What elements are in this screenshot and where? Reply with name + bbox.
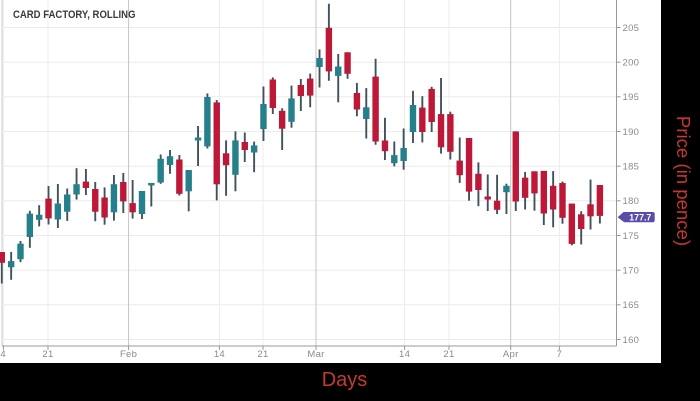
svg-text:190: 190 xyxy=(623,127,640,138)
svg-text:7: 7 xyxy=(557,349,563,360)
svg-text:21: 21 xyxy=(443,349,454,360)
svg-text:4: 4 xyxy=(0,349,6,360)
svg-text:Mar: Mar xyxy=(307,349,324,360)
svg-text:195: 195 xyxy=(623,92,640,103)
svg-text:CARD FACTORY, ROLLING: CARD FACTORY, ROLLING xyxy=(13,9,136,21)
svg-text:21: 21 xyxy=(257,349,268,360)
svg-text:Feb: Feb xyxy=(120,349,137,360)
svg-text:14: 14 xyxy=(399,349,410,360)
svg-text:175: 175 xyxy=(623,231,640,242)
svg-text:177.7: 177.7 xyxy=(629,212,651,222)
svg-text:200: 200 xyxy=(623,58,640,69)
svg-text:165: 165 xyxy=(623,300,640,311)
svg-text:21: 21 xyxy=(42,349,53,360)
svg-text:180: 180 xyxy=(623,196,640,207)
svg-text:205: 205 xyxy=(623,23,640,34)
svg-text:14: 14 xyxy=(214,349,225,360)
svg-text:185: 185 xyxy=(623,162,640,173)
svg-text:170: 170 xyxy=(623,266,640,277)
svg-text:160: 160 xyxy=(623,335,640,346)
svg-text:Apr: Apr xyxy=(503,349,519,360)
